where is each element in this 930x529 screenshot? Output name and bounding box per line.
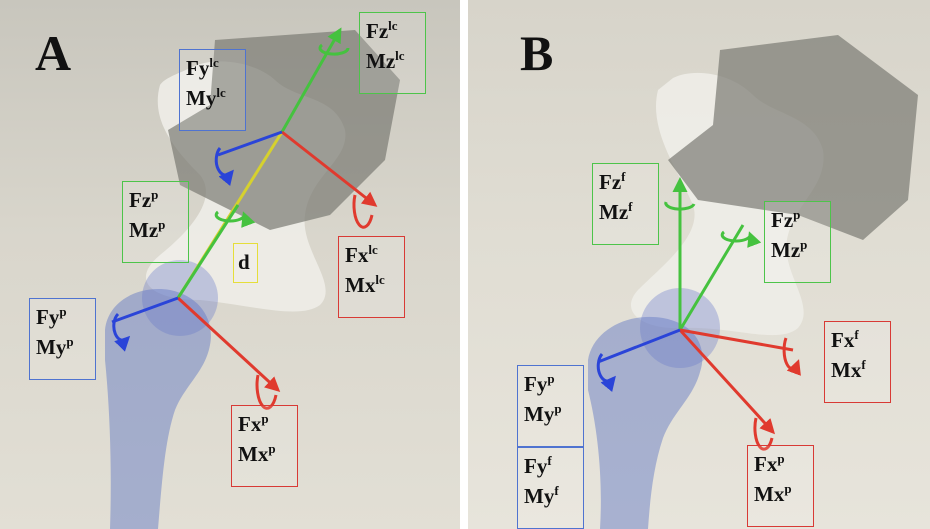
label-fx-p-mx-p: Fxp Mxp <box>747 445 814 527</box>
panel-a-scene <box>105 27 400 529</box>
label-fy-p-my-p: Fyp Myp <box>517 365 584 447</box>
femur-bone <box>588 316 703 529</box>
panel-divider <box>460 0 468 529</box>
y-axis <box>597 328 681 364</box>
panel-b-letter: B <box>520 25 554 81</box>
lc-z-axis <box>280 27 342 133</box>
label-fz-p-mz-p: Fzp Mzp <box>122 181 189 263</box>
p-y-moment <box>112 312 131 352</box>
p-z-moment <box>720 230 762 248</box>
label-fx-p-mx-p: Fxp Mxp <box>231 405 298 487</box>
y-moment <box>596 353 616 393</box>
p-z-moment <box>214 210 256 228</box>
label-fy-p-my-p: Fyp Myp <box>29 298 96 380</box>
f-x-axis <box>679 328 794 352</box>
p-z-axis <box>678 224 745 331</box>
label-fz-p-mz-p: Fzp Mzp <box>764 201 831 283</box>
label-fy-f-my-f: Fyf Myf <box>517 447 584 529</box>
load-cell-block <box>668 35 918 240</box>
panel-a-letter: A <box>35 25 72 81</box>
femur-bone <box>105 289 211 529</box>
label-d: d <box>233 243 258 283</box>
p-x-axis <box>678 328 776 435</box>
label-fy-lc-my-lc: Fylc Mylc <box>179 49 246 131</box>
lc-y-axis <box>217 130 283 157</box>
lc-x-moment <box>352 194 374 229</box>
f-z-moment <box>664 201 696 211</box>
lc-z-moment <box>318 43 350 56</box>
panel-b: B Fzf Mzf Fzp Mzp Fxf Mxf Fyp Myp Fyf My… <box>468 0 930 529</box>
label-fx-lc-mx-lc: Fxlc Mxlc <box>338 236 405 318</box>
label-fx-f-mx-f: Fxf Mxf <box>824 321 891 403</box>
p-x-moment <box>753 417 774 451</box>
f-x-moment <box>782 337 801 376</box>
p-x-axis <box>176 296 281 393</box>
panel-a: A Fylc Mylc Fzlc Mzlc Fzp Mzp d Fxlc Mxl… <box>0 0 460 529</box>
label-fz-lc-mz-lc: Fzlc Mzlc <box>359 12 426 94</box>
lc-y-moment <box>214 147 234 187</box>
p-y-axis <box>111 296 179 324</box>
label-fz-f-mz-f: Fzf Mzf <box>592 163 659 245</box>
panel-b-scene <box>588 35 918 529</box>
lc-x-axis <box>281 130 378 207</box>
